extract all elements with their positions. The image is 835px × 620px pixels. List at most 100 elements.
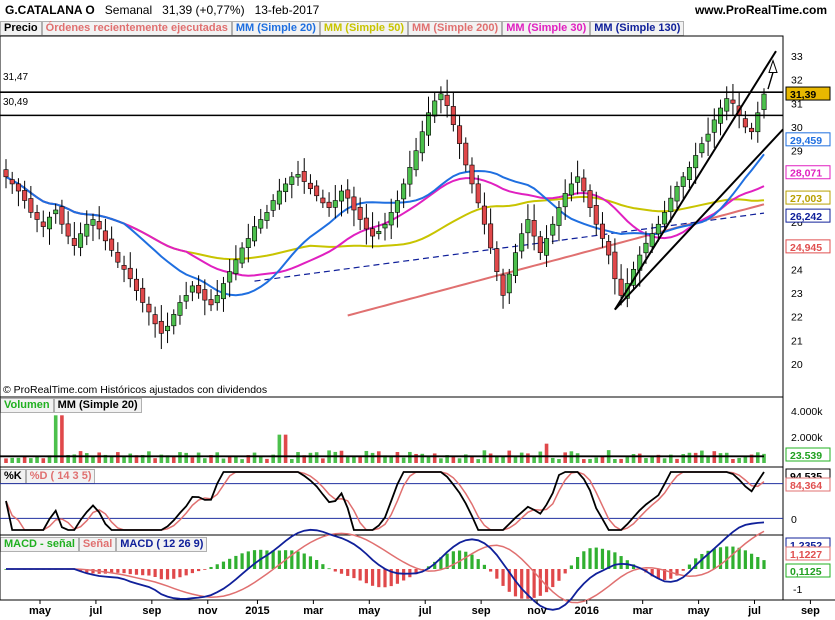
volume-bar bbox=[501, 456, 505, 463]
channel-lower-line bbox=[614, 128, 784, 311]
volume-bar bbox=[271, 454, 275, 463]
candle-body bbox=[618, 278, 624, 296]
volume-bar bbox=[470, 456, 474, 463]
ma30-line bbox=[5, 175, 765, 277]
macd-histogram-bar bbox=[78, 569, 83, 572]
value-badge-box bbox=[785, 190, 831, 205]
candle-body bbox=[749, 127, 755, 133]
candle-body bbox=[575, 176, 581, 183]
legend-ordenes[interactable]: Órdenes recientemente ejecutadas bbox=[41, 21, 232, 36]
value-badge-box bbox=[785, 165, 831, 180]
legend-k[interactable]: %K bbox=[0, 469, 26, 484]
breakout-arrow-shaft bbox=[767, 72, 774, 90]
volume-bar bbox=[389, 455, 394, 463]
macd-histogram-bar bbox=[756, 557, 760, 569]
volume-bar bbox=[594, 457, 599, 463]
macd-histogram-bar bbox=[296, 551, 300, 569]
volume-bar bbox=[97, 452, 101, 463]
macd-histogram-bar bbox=[706, 550, 710, 569]
legend-volume-mm20[interactable]: MM (Simple 20) bbox=[53, 398, 142, 413]
legend-mm200[interactable]: MM (Simple 200) bbox=[408, 21, 503, 36]
price-tick: 29 bbox=[791, 146, 803, 158]
legend-mm20[interactable]: MM (Simple 20) bbox=[231, 21, 320, 36]
legend-d[interactable]: %D ( 14 3 5) bbox=[25, 469, 96, 484]
volume-bar bbox=[35, 456, 39, 463]
candle-body bbox=[394, 200, 400, 213]
channel-upper-line bbox=[614, 50, 777, 311]
volume-bar bbox=[159, 454, 164, 463]
volume-bar bbox=[718, 453, 723, 463]
price-tick: 31 bbox=[791, 98, 803, 110]
macd-histogram-bar bbox=[457, 550, 462, 569]
volume-bar bbox=[538, 451, 543, 463]
candle-body bbox=[171, 314, 177, 327]
volume-bar bbox=[296, 452, 300, 463]
legend-precio[interactable]: Precio bbox=[0, 21, 42, 36]
candle-body bbox=[475, 183, 481, 204]
candle-body bbox=[606, 241, 612, 256]
macd-histogram-bar bbox=[526, 569, 530, 599]
macd-histogram-bar bbox=[165, 569, 170, 580]
macd-histogram-bar bbox=[501, 569, 505, 586]
candle-body bbox=[283, 183, 289, 193]
candle-body bbox=[295, 174, 301, 178]
macd-histogram-bar bbox=[408, 569, 412, 578]
volume-bar bbox=[401, 457, 406, 463]
candle-body bbox=[140, 287, 146, 303]
legend-macd-signal[interactable]: MACD - señal bbox=[0, 537, 79, 552]
legend-mm130[interactable]: MM (Simple 130) bbox=[590, 21, 685, 36]
x-tick-label: sep bbox=[472, 605, 491, 617]
macd-histogram-bar bbox=[476, 559, 480, 569]
candle-body bbox=[289, 176, 295, 185]
macd-histogram-bar bbox=[110, 569, 114, 574]
macd-histogram-bar bbox=[669, 569, 673, 579]
candle-body bbox=[742, 118, 748, 128]
macd-histogram-bar bbox=[209, 566, 213, 569]
candle-body bbox=[258, 219, 264, 229]
volume-bar bbox=[290, 458, 294, 463]
volume-bar bbox=[203, 458, 207, 463]
price-axis: 33 32 31 30 29 28 27 26 25 24 23 22 21 20 bbox=[791, 51, 803, 371]
volume-bar bbox=[29, 458, 33, 463]
macd-histogram-bar bbox=[650, 569, 654, 577]
macd-histogram-bar bbox=[290, 550, 294, 569]
macd-histogram-bar bbox=[495, 569, 499, 579]
candle-body bbox=[59, 206, 65, 225]
volume-bar bbox=[495, 456, 499, 463]
macd-histogram-bar bbox=[569, 565, 573, 569]
candle-body bbox=[457, 125, 463, 144]
site-link[interactable]: www.ProRealTime.com bbox=[694, 3, 827, 17]
stoch-tick-0: 0 bbox=[791, 514, 797, 526]
volume-bar bbox=[53, 415, 58, 463]
candle-body bbox=[22, 190, 28, 201]
volume-bar bbox=[700, 450, 704, 463]
macd-histogram-bar bbox=[563, 569, 567, 574]
x-tick-label: may bbox=[688, 605, 711, 617]
candle-body bbox=[196, 284, 202, 294]
macd-histogram-bar bbox=[41, 569, 45, 570]
value-badge-text: 27,003 bbox=[790, 193, 822, 205]
x-tick-label: nov bbox=[198, 605, 218, 617]
volume-bar bbox=[333, 451, 338, 463]
candle-body bbox=[724, 98, 730, 112]
macd-histogram-bar bbox=[700, 553, 704, 569]
legend-senal[interactable]: Señal bbox=[78, 537, 117, 552]
volume-bar bbox=[687, 452, 692, 463]
volume-bar bbox=[364, 450, 369, 463]
candle-body bbox=[699, 143, 705, 154]
macd-histogram-bar bbox=[662, 569, 667, 581]
macd-histogram-bar bbox=[613, 552, 617, 569]
candle-body bbox=[245, 238, 251, 248]
value-badge-text: 24,945 bbox=[790, 242, 822, 254]
x-tick-label: 2016 bbox=[575, 605, 599, 617]
legend-volumen[interactable]: Volumen bbox=[0, 398, 54, 413]
legend-macd[interactable]: MACD ( 12 26 9) bbox=[116, 537, 208, 552]
legend-mm30[interactable]: MM (Simple 30) bbox=[502, 21, 591, 36]
candle-body bbox=[444, 94, 450, 106]
macd-histogram-bar bbox=[358, 569, 362, 581]
candle-body bbox=[84, 223, 90, 237]
legend-mm50[interactable]: MM (Simple 50) bbox=[319, 21, 408, 36]
macd-histogram-bar bbox=[134, 569, 139, 575]
macd-histogram-bar bbox=[10, 569, 14, 570]
